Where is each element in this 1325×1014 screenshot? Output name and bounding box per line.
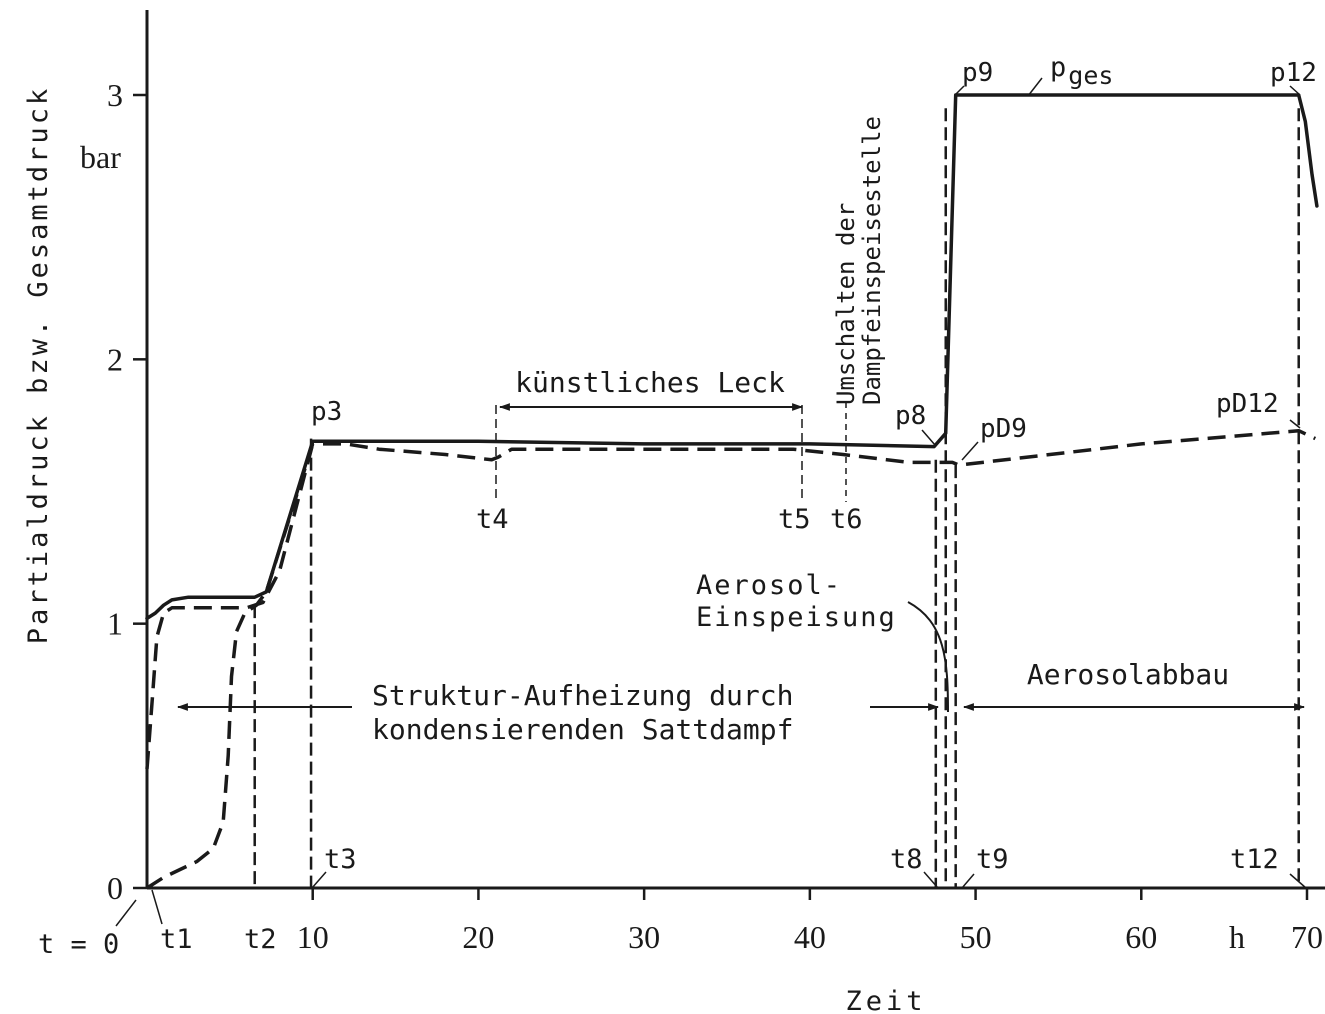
leader-pD9 <box>961 441 979 461</box>
y-axis-title: Partialdruck bzw. Gesamtdruck <box>23 86 54 644</box>
x-tick-label: 40 <box>794 919 826 955</box>
leader-t1 <box>151 889 163 925</box>
x-tick-label: 20 <box>462 919 494 955</box>
leader-pges <box>1027 77 1043 97</box>
label-p9: p9 <box>962 58 993 88</box>
label-pges: pges <box>1050 52 1113 90</box>
x-tick-label: 10 <box>297 919 329 955</box>
label-t1: t1 <box>160 924 193 955</box>
leader-t8 <box>923 871 939 889</box>
x-tick-label: 70 <box>1291 919 1323 955</box>
annotation-heating-line2: kondensierenden Sattdampf <box>372 713 793 746</box>
y-unit-label: bar <box>80 139 121 175</box>
leader-t3 <box>311 871 327 889</box>
label-t6: t6 <box>830 504 863 535</box>
x-unit-label: h <box>1229 919 1245 955</box>
x-tick-label: 60 <box>1125 919 1157 955</box>
y-tick-label: 3 <box>107 77 123 113</box>
label-t2: t2 <box>244 924 277 955</box>
x-tick-label: 30 <box>628 919 660 955</box>
aerosol-leader <box>907 601 949 713</box>
leader-t9 <box>961 873 975 889</box>
label-pD9: pD9 <box>980 414 1027 444</box>
label-p12: p12 <box>1270 58 1317 88</box>
label-p8: p8 <box>895 401 926 431</box>
annotation-decay: Aerosolabbau <box>1027 658 1229 691</box>
label-t3: t3 <box>324 844 357 875</box>
annotation-switch-line2: Dampfeinspeisestelle <box>858 116 886 405</box>
annotation-leak: künstliches Leck <box>515 366 785 399</box>
series-dashed-line-1 <box>146 428 1317 890</box>
y-tick-label: 1 <box>107 606 123 642</box>
x-start-label: t = 0 <box>38 929 119 960</box>
x-tick-label: 50 <box>960 919 992 955</box>
label-t9: t9 <box>976 844 1009 875</box>
annotation-aerosol-line2: Einspeisung <box>696 602 897 633</box>
leader-p8 <box>921 429 936 446</box>
leader-t12 <box>1289 873 1307 889</box>
leader-pD12 <box>1289 419 1301 429</box>
series-dashed-line-2 <box>145 443 315 770</box>
label-t12: t12 <box>1230 844 1279 875</box>
y-tick-label: 0 <box>107 870 123 906</box>
label-pD12: pD12 <box>1216 389 1279 419</box>
leader-p9 <box>954 85 965 96</box>
leader-p12 <box>1289 85 1301 96</box>
series-solid-line <box>145 93 1319 621</box>
annotation-heating-line1: Struktur-Aufheizung durch <box>372 679 793 712</box>
annotation-switch-line1: Umschalten der <box>832 203 860 405</box>
label-p3: p3 <box>311 397 342 427</box>
x-start-leader <box>115 899 137 927</box>
annotation-aerosol-line1: Aerosol- <box>696 570 842 601</box>
y-tick-label: 2 <box>107 341 123 377</box>
x-axis-title: Zeit <box>845 986 926 1014</box>
label-t4: t4 <box>476 504 509 535</box>
label-t8: t8 <box>890 844 923 875</box>
label-t5: t5 <box>778 504 811 535</box>
